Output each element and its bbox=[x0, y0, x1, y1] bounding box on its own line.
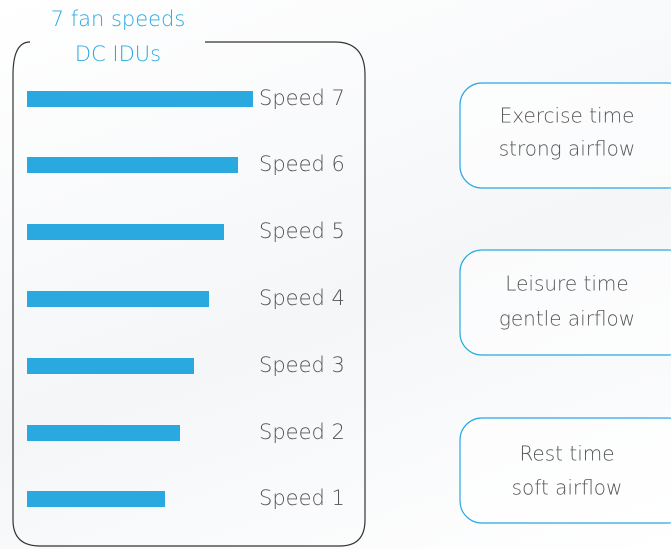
speed-bar bbox=[27, 224, 224, 240]
mode-text: soft airflow bbox=[512, 476, 623, 500]
mode-text: Exercise time bbox=[500, 104, 635, 128]
title-line: DC IDUs bbox=[75, 42, 161, 66]
speed-label: Speed 5 bbox=[259, 219, 345, 243]
mode-text: gentle airflow bbox=[499, 307, 635, 331]
mode-card bbox=[459, 82, 671, 189]
mode-card bbox=[459, 417, 671, 524]
frame bbox=[12, 41, 366, 547]
speed-label: Speed 7 bbox=[259, 86, 345, 110]
title-line: 7 fan speeds bbox=[51, 7, 186, 31]
speed-label: Speed 3 bbox=[259, 353, 345, 377]
speed-bar bbox=[27, 291, 209, 307]
mode-text: Leisure time bbox=[505, 272, 628, 296]
speed-bar bbox=[27, 91, 253, 107]
speed-label: Speed 2 bbox=[259, 420, 345, 444]
mode-text: strong airflow bbox=[499, 137, 636, 161]
speed-bar bbox=[27, 358, 194, 374]
speed-label: Speed 4 bbox=[259, 286, 345, 310]
mode-card bbox=[459, 249, 671, 356]
speed-label: Speed 1 bbox=[259, 486, 345, 510]
speed-bar bbox=[27, 425, 180, 441]
speed-bar bbox=[27, 157, 238, 173]
speed-label: Speed 6 bbox=[259, 152, 345, 176]
mode-text: Rest time bbox=[519, 442, 614, 466]
speed-bar bbox=[27, 491, 165, 507]
